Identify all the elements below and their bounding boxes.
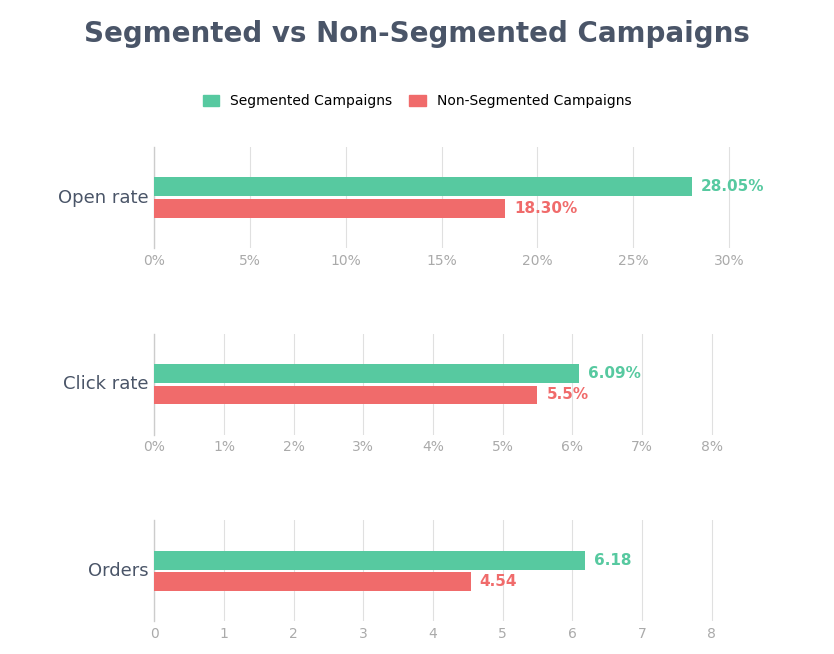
- Text: 6.18: 6.18: [594, 553, 631, 568]
- Bar: [154, 364, 579, 383]
- Text: 5.5%: 5.5%: [546, 387, 589, 402]
- Bar: [154, 572, 470, 591]
- Y-axis label: Open rate: Open rate: [58, 188, 148, 207]
- Bar: [154, 177, 691, 196]
- Y-axis label: Click rate: Click rate: [63, 375, 148, 393]
- Text: 28.05%: 28.05%: [701, 179, 764, 194]
- Text: Segmented vs Non-Segmented Campaigns: Segmented vs Non-Segmented Campaigns: [84, 20, 750, 48]
- Bar: [154, 386, 537, 404]
- Y-axis label: Orders: Orders: [88, 562, 148, 580]
- Text: 4.54: 4.54: [480, 574, 517, 589]
- Bar: [154, 551, 585, 570]
- Legend: Segmented Campaigns, Non-Segmented Campaigns: Segmented Campaigns, Non-Segmented Campa…: [197, 89, 637, 114]
- Text: 6.09%: 6.09%: [588, 366, 641, 381]
- Bar: [154, 199, 505, 218]
- Text: 18.30%: 18.30%: [514, 201, 577, 216]
